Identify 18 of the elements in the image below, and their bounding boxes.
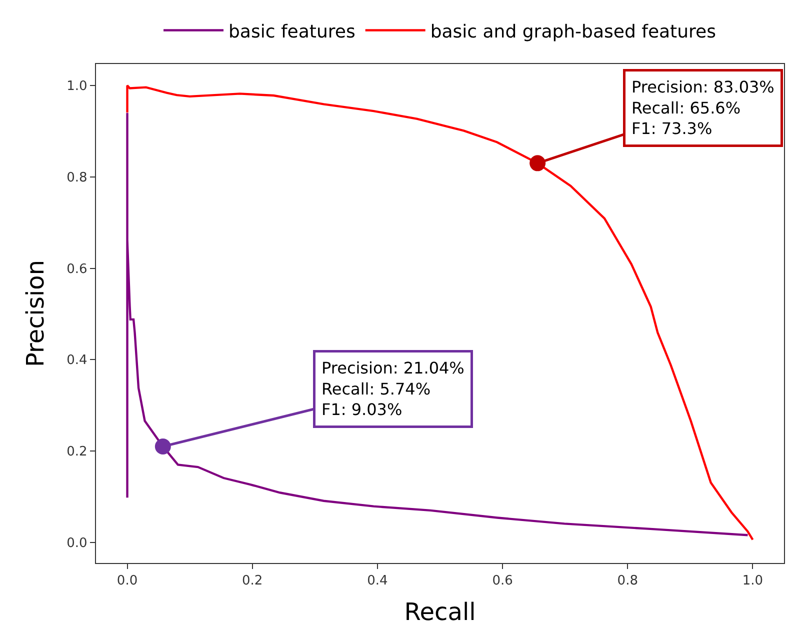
- y-tick-label: 0.0: [66, 536, 88, 551]
- y-tick-label: 0.8: [66, 170, 88, 186]
- annotation: Precision: 21.04% Recall: 5.74% F1: 9.03%: [322, 358, 464, 420]
- x-axis-title: Recall: [404, 598, 476, 626]
- y-tick-label: 1.0: [66, 79, 88, 94]
- x-tick-label: 0.8: [617, 574, 638, 589]
- y-axis-title: Precision: [22, 260, 50, 368]
- legend-label: basic and graph-based features: [430, 21, 716, 42]
- y-tick-label: 0.2: [66, 444, 88, 460]
- x-tick-label: 0.0: [116, 574, 138, 589]
- y-tick-label: 0.4: [66, 353, 88, 368]
- x-tick-label: 1.0: [742, 574, 764, 589]
- annotation: Precision: 83.03% Recall: 65.6% F1: 73.3%: [632, 78, 774, 138]
- x-tick-label: 0.4: [367, 574, 388, 589]
- y-tick-label: 0.6: [66, 262, 88, 277]
- x-tick-label: 0.6: [492, 574, 513, 589]
- x-tick-label: 0.2: [242, 574, 263, 589]
- legend-label: basic features: [228, 21, 356, 42]
